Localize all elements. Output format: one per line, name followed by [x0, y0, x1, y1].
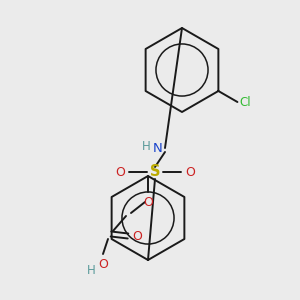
Text: N: N: [153, 142, 163, 154]
Text: S: S: [150, 164, 160, 179]
Text: H: H: [142, 140, 151, 152]
Text: O: O: [98, 258, 108, 271]
Text: O: O: [115, 166, 125, 178]
Text: O: O: [132, 230, 142, 242]
Text: H: H: [87, 264, 95, 277]
Text: Cl: Cl: [239, 95, 251, 109]
Text: O: O: [143, 196, 153, 209]
Text: O: O: [185, 166, 195, 178]
